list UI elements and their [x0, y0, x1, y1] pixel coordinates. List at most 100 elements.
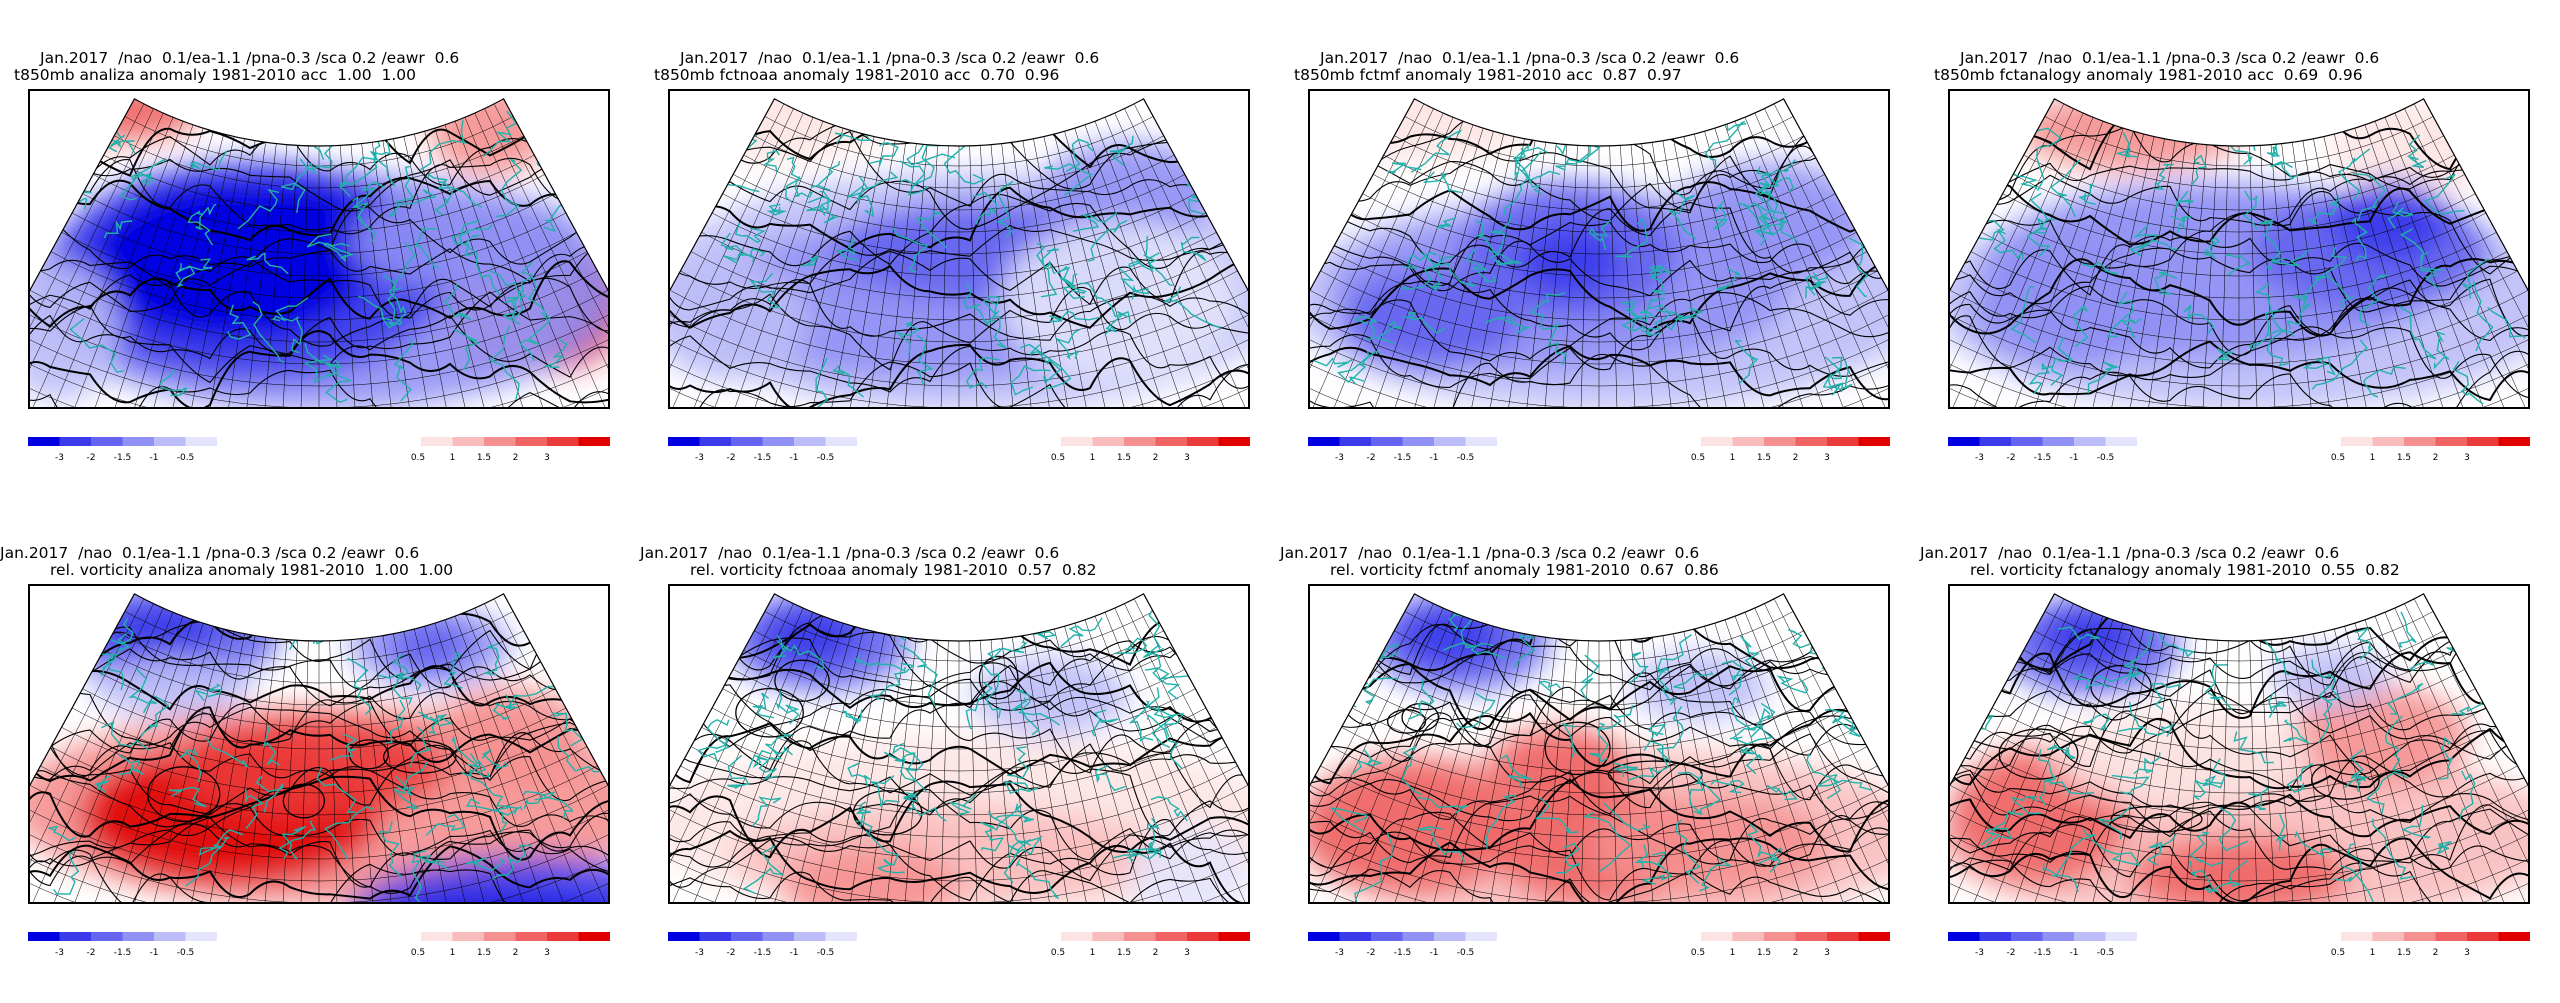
colorbar-tick-label: 1.5 [477, 453, 491, 463]
colorbar-swatch-positive [2498, 437, 2530, 446]
colorbar-swatch-negative [91, 437, 123, 446]
colorbar: -3 -2 -1.5 -1 -0.5 0.5 1 1.5 2 3 [668, 930, 1250, 958]
colorbar-tick-label: 1.5 [1757, 948, 1771, 958]
anomaly-map [668, 89, 1250, 409]
colorbar: -3 -2 -1.5 -1 -0.5 0.5 1 1.5 2 3 [28, 930, 610, 958]
colorbar-swatch-negative [1308, 932, 1340, 941]
panel-title-line1: Jan.2017 /nao 0.1/ea-1.1 /pna-0.3 /sca 0… [1920, 544, 2340, 562]
colorbar-tick-label: -0.5 [177, 948, 195, 958]
panel-title-line1: Jan.2017 /nao 0.1/ea-1.1 /pna-0.3 /sca 0… [1960, 49, 2380, 67]
colorbar-swatch-positive [547, 932, 579, 941]
colorbar-swatch-positive [2467, 932, 2499, 941]
colorbar-tick-label: -1 [1430, 948, 1439, 958]
colorbar-tick-label: 0.5 [411, 948, 425, 958]
colorbar-tick-label: -1 [2070, 948, 2079, 958]
panel-title: Jan.2017 /nao 0.1/ea-1.1 /pna-0.3 /sca 0… [640, 48, 1240, 88]
colorbar-swatch-positive [421, 932, 453, 941]
colorbar-tick-label: -1 [2070, 453, 2079, 463]
colorbar-tick-label: -0.5 [1457, 948, 1475, 958]
colorbar-swatch-negative [28, 437, 60, 446]
coastlines [692, 114, 1222, 407]
colorbar-swatch-positive [1218, 437, 1250, 446]
panel-title: Jan.2017 /nao 0.1/ea-1.1 /pna-0.3 /sca 0… [0, 543, 600, 583]
colorbar-swatch-negative [154, 932, 186, 941]
colorbar-swatch-positive [1701, 437, 1733, 446]
contour-lines [1310, 98, 1888, 407]
panel-title-line2: t850mb fctmf anomaly 1981-2010 acc 0.87 … [1294, 66, 1682, 84]
anomaly-map [1308, 584, 1890, 904]
colorbar-swatch-positive [1764, 932, 1796, 941]
colorbar-swatch-negative [122, 437, 154, 446]
colorbar-swatch-negative [794, 932, 826, 941]
map-canvas [670, 593, 1248, 902]
panel-title-line2: t850mb analiza anomaly 1981-2010 acc 1.0… [14, 66, 417, 84]
colorbar-swatch-negative [699, 932, 731, 941]
colorbar-swatch-positive [547, 437, 579, 446]
colorbar-tick-label: -1 [1430, 453, 1439, 463]
anomaly-map [1948, 584, 2530, 904]
colorbar-swatch-positive [1732, 437, 1764, 446]
colorbar-tick-label: 0.5 [1691, 453, 1705, 463]
colorbar-swatch-negative [2042, 932, 2074, 941]
colorbar-swatch-positive [1187, 437, 1219, 446]
colorbar-swatch-positive [2372, 932, 2404, 941]
colorbar-swatch-positive [1061, 932, 1093, 941]
colorbar-tick-label: 0.5 [2331, 948, 2345, 958]
map-panel-3: Jan.2017 /nao 0.1/ea-1.1 /pna-0.3 /sca 0… [1280, 48, 1890, 508]
colorbar-tick-label: -1.5 [1394, 453, 1412, 463]
map-canvas [1950, 593, 2528, 902]
colorbar-swatch-negative [59, 437, 91, 446]
panel-title-line2: t850mb fctanalogy anomaly 1981-2010 acc … [1934, 66, 2363, 84]
colorbar-swatch-positive [1155, 437, 1187, 446]
shading-layer [670, 98, 1248, 407]
colorbar-tick-label: -0.5 [817, 948, 835, 958]
colorbar-swatch-positive [578, 932, 610, 941]
colorbar-tick-label: -0.5 [817, 453, 835, 463]
colorbar-tick-label: -1.5 [1394, 948, 1412, 958]
colorbar-tick-label: -1 [150, 948, 159, 958]
map-panel-5: Jan.2017 /nao 0.1/ea-1.1 /pna-0.3 /sca 0… [0, 543, 610, 1003]
colorbar-swatch-positive [515, 437, 547, 446]
colorbar-swatch-negative [699, 437, 731, 446]
colorbar-swatch-negative [731, 932, 763, 941]
colorbar-tick-label: 1.5 [477, 948, 491, 958]
colorbar-swatch-negative [1948, 932, 1980, 941]
colorbar-tick-label: 3 [1184, 948, 1190, 958]
colorbar-swatch-negative [2042, 437, 2074, 446]
projection-outline [1950, 593, 2528, 787]
panel-title-line1: Jan.2017 /nao 0.1/ea-1.1 /pna-0.3 /sca 0… [640, 544, 1060, 562]
colorbar-tick-label: -1.5 [754, 948, 772, 958]
panel-title: Jan.2017 /nao 0.1/ea-1.1 /pna-0.3 /sca 0… [640, 543, 1240, 583]
colorbar-swatch-negative [1434, 437, 1466, 446]
colorbar-swatch-positive [1218, 932, 1250, 941]
colorbar-tick-label: -3 [695, 453, 704, 463]
colorbar-tick-label: 3 [2464, 948, 2470, 958]
colorbar-swatch-positive [1827, 932, 1859, 941]
colorbar-tick-label: 2 [1153, 948, 1159, 958]
colorbar-tick-label: 2 [1793, 948, 1799, 958]
colorbar-tick-label: 3 [544, 453, 550, 463]
colorbar-tick-label: 1 [1730, 948, 1736, 958]
anomaly-map [1308, 89, 1890, 409]
panel-title: Jan.2017 /nao 0.1/ea-1.1 /pna-0.3 /sca 0… [1280, 543, 1880, 583]
shading-layer [30, 593, 608, 902]
colorbar-swatch-negative [1465, 437, 1497, 446]
colorbar-tick-label: -2 [87, 948, 96, 958]
colorbar-tick-label: 0.5 [1051, 948, 1065, 958]
panel-title: Jan.2017 /nao 0.1/ea-1.1 /pna-0.3 /sca 0… [1920, 543, 2520, 583]
colorbar-swatch-positive [2435, 437, 2467, 446]
colorbar-tick-label: -2 [727, 948, 736, 958]
colorbar-swatch-negative [2074, 437, 2106, 446]
colorbar-swatch-positive [515, 932, 547, 941]
colorbar: -3 -2 -1.5 -1 -0.5 0.5 1 1.5 2 3 [1308, 930, 1890, 958]
colorbar-swatch-negative [1979, 932, 2011, 941]
colorbar-svg: -3 -2 -1.5 -1 -0.5 0.5 1 1.5 2 3 [28, 437, 610, 463]
colorbar-tick-label: -0.5 [2097, 948, 2115, 958]
colorbar-swatch-positive [2498, 932, 2530, 941]
colorbar-swatch-negative [2011, 932, 2043, 941]
colorbar-swatch-positive [484, 437, 516, 446]
colorbar-swatch-positive [1858, 437, 1890, 446]
colorbar-swatch-negative [1465, 932, 1497, 941]
anomaly-map [28, 89, 610, 409]
colorbar-tick-label: 0.5 [2331, 453, 2345, 463]
